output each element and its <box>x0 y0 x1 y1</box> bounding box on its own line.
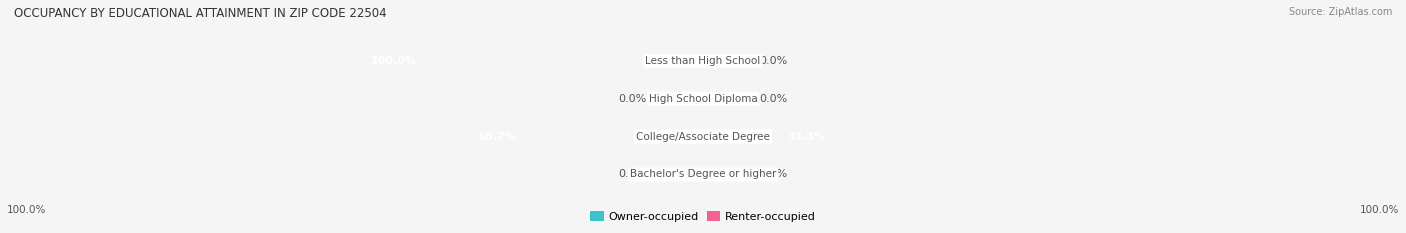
Text: 66.7%: 66.7% <box>477 132 516 142</box>
Text: High School Diploma: High School Diploma <box>648 94 758 104</box>
Text: 33.3%: 33.3% <box>787 132 825 142</box>
Text: 100.0%: 100.0% <box>371 56 416 66</box>
Text: 0.0%: 0.0% <box>759 56 787 66</box>
Text: Source: ZipAtlas.com: Source: ZipAtlas.com <box>1288 7 1392 17</box>
Text: 0.0%: 0.0% <box>619 94 647 104</box>
Text: 0.0%: 0.0% <box>759 94 787 104</box>
Text: 100.0%: 100.0% <box>7 205 46 215</box>
Text: Bachelor's Degree or higher: Bachelor's Degree or higher <box>630 169 776 179</box>
Text: OCCUPANCY BY EDUCATIONAL ATTAINMENT IN ZIP CODE 22504: OCCUPANCY BY EDUCATIONAL ATTAINMENT IN Z… <box>14 7 387 20</box>
Text: College/Associate Degree: College/Associate Degree <box>636 132 770 142</box>
Text: Less than High School: Less than High School <box>645 56 761 66</box>
Text: 0.0%: 0.0% <box>619 169 647 179</box>
Legend: Owner-occupied, Renter-occupied: Owner-occupied, Renter-occupied <box>586 207 820 226</box>
Text: 0.0%: 0.0% <box>759 169 787 179</box>
Text: 100.0%: 100.0% <box>1360 205 1399 215</box>
